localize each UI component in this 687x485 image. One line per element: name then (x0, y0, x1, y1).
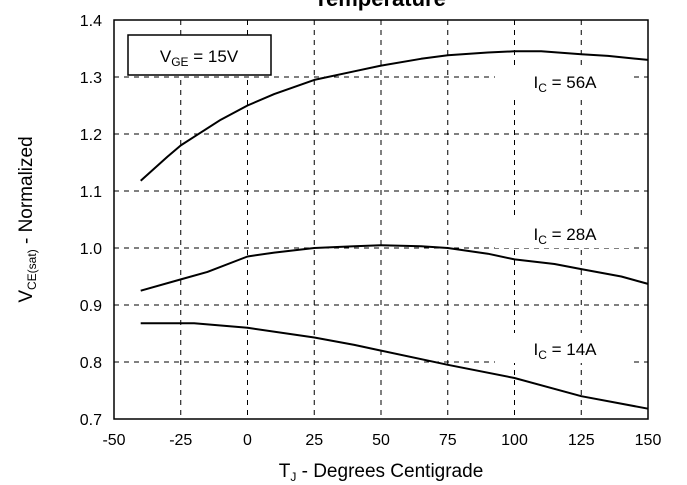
series-label-28A: IC = 28A (533, 225, 597, 247)
series-label-14A: IC = 14A (533, 340, 597, 362)
series-label-bg (495, 218, 633, 248)
x-tick-label: 150 (635, 432, 662, 449)
vge-condition-box: VGE = 15V (127, 34, 272, 76)
y-tick-label: 1.4 (80, 13, 102, 30)
x-tick-label: -50 (102, 432, 125, 449)
x-tick-label: 0 (243, 432, 252, 449)
series-label-bg (495, 66, 633, 96)
x-tick-label: -25 (169, 432, 192, 449)
x-tick-label: 125 (568, 432, 595, 449)
x-tick-label: 25 (305, 432, 323, 449)
series-lines (140, 50, 649, 410)
series-label-bg (495, 333, 633, 363)
vge-box-border (127, 34, 272, 76)
y-axis-label: VCE(sat) - Normalized (16, 136, 39, 302)
x-axis-label: TJ - Degrees Centigrade (279, 461, 484, 484)
y-tick-label: 1.0 (80, 241, 102, 258)
series-line-56A (140, 50, 649, 182)
x-axis-title: TJ - Degrees Centigrade (279, 461, 484, 484)
y-tick-label: 1.2 (80, 127, 102, 144)
x-tick-label: 75 (439, 432, 457, 449)
x-tick-label: 100 (501, 432, 528, 449)
y-axis-title: VCE(sat) - Normalized (16, 136, 39, 302)
x-axis-ticks: -50 -25 0 25 50 75 100 125 150 (102, 432, 661, 449)
x-tick-label: 50 (372, 432, 390, 449)
y-tick-label: 0.9 (80, 298, 102, 315)
chart-title: Temperature (314, 0, 446, 11)
y-axis-ticks: 0.7 0.8 0.9 1.0 1.1 1.2 1.3 1.4 (80, 13, 102, 429)
series-line-28A (140, 244, 649, 292)
y-tick-label: 0.7 (80, 412, 102, 429)
y-tick-label: 1.3 (80, 70, 102, 87)
plot-frame (113, 19, 649, 420)
series-label-56A: IC = 56A (533, 73, 597, 95)
vge-box-label: VGE = 15V (160, 47, 239, 69)
plot-area-border (113, 19, 649, 420)
y-tick-label: 0.8 (80, 355, 102, 372)
series-line-14A (140, 322, 649, 410)
y-tick-label: 1.1 (80, 184, 102, 201)
series-labels: IC = 56A IC = 28A IC = 14A (495, 66, 633, 363)
